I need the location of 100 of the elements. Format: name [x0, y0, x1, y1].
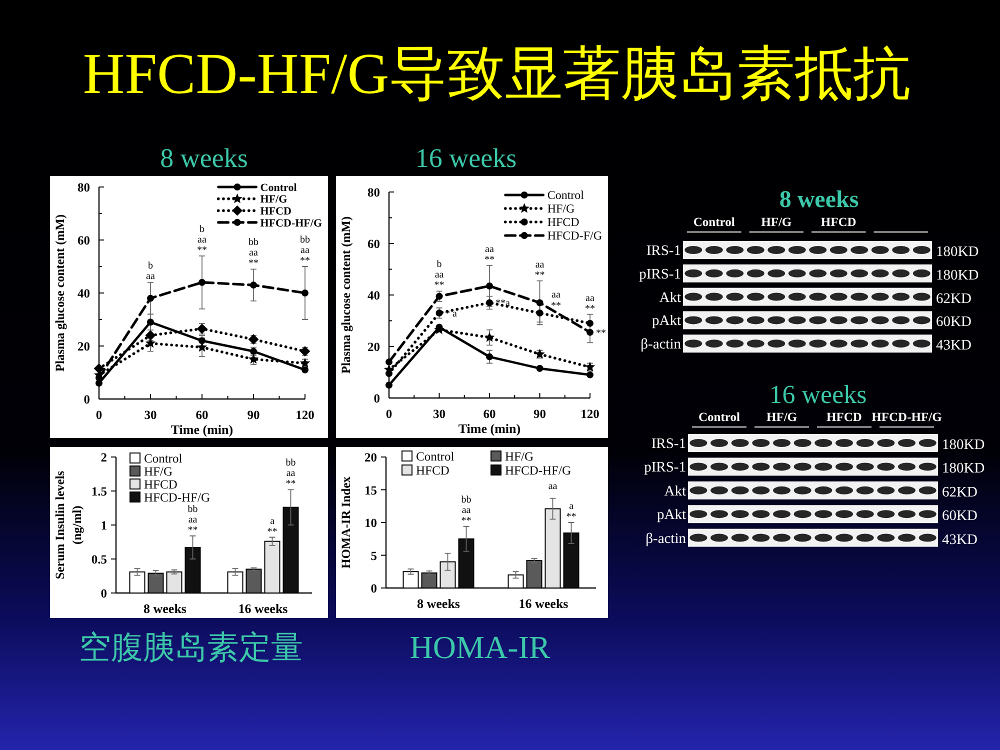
text: **: [596, 328, 606, 339]
annotation: aa: [434, 270, 444, 280]
annotation: a: [569, 501, 574, 512]
text: 空腹胰岛素定量: [79, 629, 303, 665]
y-tick-label: 1: [100, 518, 107, 532]
legend-label: HFCD-HF/G: [260, 217, 322, 230]
annotation: **: [484, 254, 494, 266]
point: [386, 358, 392, 366]
category-label: IRS-1: [646, 243, 681, 259]
x-tick-label: 120: [580, 407, 600, 421]
y-tick-label: 0: [374, 392, 380, 406]
y-axis-title: Plasma glucose content (mM): [339, 216, 353, 374]
legend-label: HF/G: [144, 464, 172, 478]
annotation: **: [551, 300, 561, 312]
category-label: 62KD: [936, 290, 972, 307]
annotation: **: [566, 512, 576, 522]
legend-label: HFCD: [260, 205, 292, 218]
x-tick-label: 90: [534, 407, 546, 421]
legend-label: Control: [260, 182, 297, 194]
point: [536, 364, 544, 372]
annotation: bb: [188, 504, 198, 515]
point: [250, 282, 257, 289]
annotation: bb: [286, 458, 296, 468]
legend-label: Control: [547, 188, 585, 202]
category-label: HFCD: [820, 215, 856, 229]
point: [147, 318, 154, 326]
legend-label: HFCD: [144, 477, 178, 492]
legend-label: HFCD: [416, 463, 450, 478]
category-label: 180KD: [936, 244, 979, 260]
category-label: pAkt: [652, 313, 681, 330]
annotation: aa: [485, 244, 494, 255]
x-tick-label: 60: [196, 408, 208, 422]
annotation: bb: [248, 237, 258, 248]
x-tick-label: 16 weeks: [518, 596, 568, 611]
point: [486, 299, 493, 306]
annotation: a: [270, 516, 276, 527]
category-label: HF/G: [766, 410, 798, 424]
category-label: HFCD: [826, 410, 862, 424]
text: 8 weeks: [779, 187, 859, 213]
annotation: **: [286, 478, 296, 490]
legend-label: HF/G: [547, 202, 575, 216]
point: [586, 320, 594, 327]
x-axis-title: Time (min): [170, 422, 234, 437]
annotation: aa: [198, 234, 207, 246]
category-label: pIRS-1: [644, 460, 686, 476]
y-tick-label: 40: [78, 286, 90, 300]
x-tick-label: 0: [386, 407, 392, 421]
category-label: pAkt: [657, 507, 686, 524]
point: [302, 366, 308, 374]
y-tick-label: 20: [78, 340, 90, 354]
annotation: **: [461, 516, 472, 526]
annotation: aa: [552, 290, 561, 300]
category-label: 62KD: [942, 484, 978, 500]
y-tick-label: 20: [364, 450, 377, 464]
annotation: aa: [535, 260, 545, 270]
point: [486, 282, 493, 290]
point: [94, 363, 104, 374]
text: HOMA-IR: [410, 629, 551, 665]
legend-label: Control: [416, 449, 455, 464]
x-tick-label: 30: [433, 407, 446, 421]
category-label: Control: [693, 215, 736, 229]
point: [198, 278, 206, 286]
annotation: **: [585, 304, 595, 314]
category-label: 60KD: [942, 508, 978, 524]
category-label: pIRS-1: [639, 266, 681, 282]
x-tick-label: 90: [247, 408, 260, 422]
chart-title: 8 weeks: [160, 143, 248, 173]
category-label: 180KD: [942, 437, 985, 453]
category-label: 60KD: [936, 314, 972, 330]
legend-label: HF/G: [505, 449, 534, 464]
y-tick-label: 60: [368, 237, 380, 251]
annotation: bb: [300, 234, 310, 246]
point: [302, 290, 308, 296]
legend-label: HFCD-HF/G: [144, 490, 210, 504]
legend-label: Control: [144, 451, 183, 466]
y-tick-label: 0: [370, 582, 377, 596]
category-label: 43KD: [942, 532, 978, 548]
text: HFCD-HF/G导致显著胰岛素抵抗: [82, 41, 912, 106]
legend-label: HFCD: [547, 215, 580, 230]
category-label: Akt: [659, 290, 681, 306]
annotation: **: [267, 526, 278, 538]
point: [536, 310, 544, 317]
annotation: b: [148, 260, 153, 272]
annotation: b: [436, 259, 442, 270]
y-tick-label: 60: [78, 234, 90, 248]
y-axis-title: Plasma glucose content (mM): [53, 214, 67, 372]
x-tick-label: 30: [144, 408, 157, 422]
y-tick-label: 0: [100, 586, 107, 600]
point: [486, 353, 493, 360]
annotation: b: [200, 224, 204, 235]
annotation: aa: [300, 245, 310, 256]
y-axis-title: Serum Insulin levels (ng/ml): [53, 470, 84, 580]
y-tick-label: 80: [78, 180, 90, 194]
annotation: aa: [462, 505, 472, 516]
x-axis-title: Time (min): [458, 421, 521, 436]
category-label: Control: [698, 410, 740, 424]
category-label: Akt: [664, 483, 686, 500]
category-label: β-actin: [646, 530, 686, 547]
point: [436, 310, 443, 317]
y-tick-label: 0.5: [91, 552, 107, 566]
